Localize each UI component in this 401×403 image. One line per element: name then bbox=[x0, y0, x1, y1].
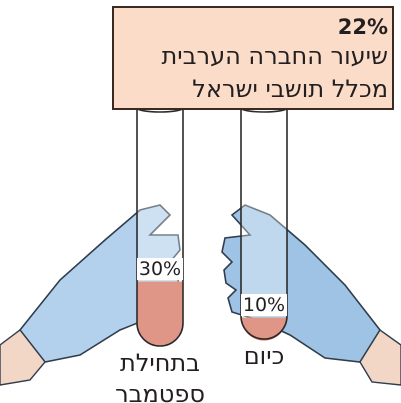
title: 22% bbox=[118, 14, 388, 40]
infographic: 22% שיעור החברה הערבית מכלל תושבי ישראל … bbox=[0, 0, 401, 403]
annotation-box: 22% שיעור החברה הערבית מכלל תושבי ישראל bbox=[112, 6, 394, 110]
category-label: בתחילת ספטמבר bbox=[110, 348, 210, 403]
category-label: כיום bbox=[214, 341, 314, 372]
value-label: 30% bbox=[137, 258, 183, 280]
value-label: 10% bbox=[241, 294, 287, 316]
subtitle-line: שיעור החברה הערבית bbox=[118, 40, 388, 73]
subtitle-line: מכלל תושבי ישראל bbox=[118, 73, 388, 106]
tube bbox=[137, 108, 183, 346]
